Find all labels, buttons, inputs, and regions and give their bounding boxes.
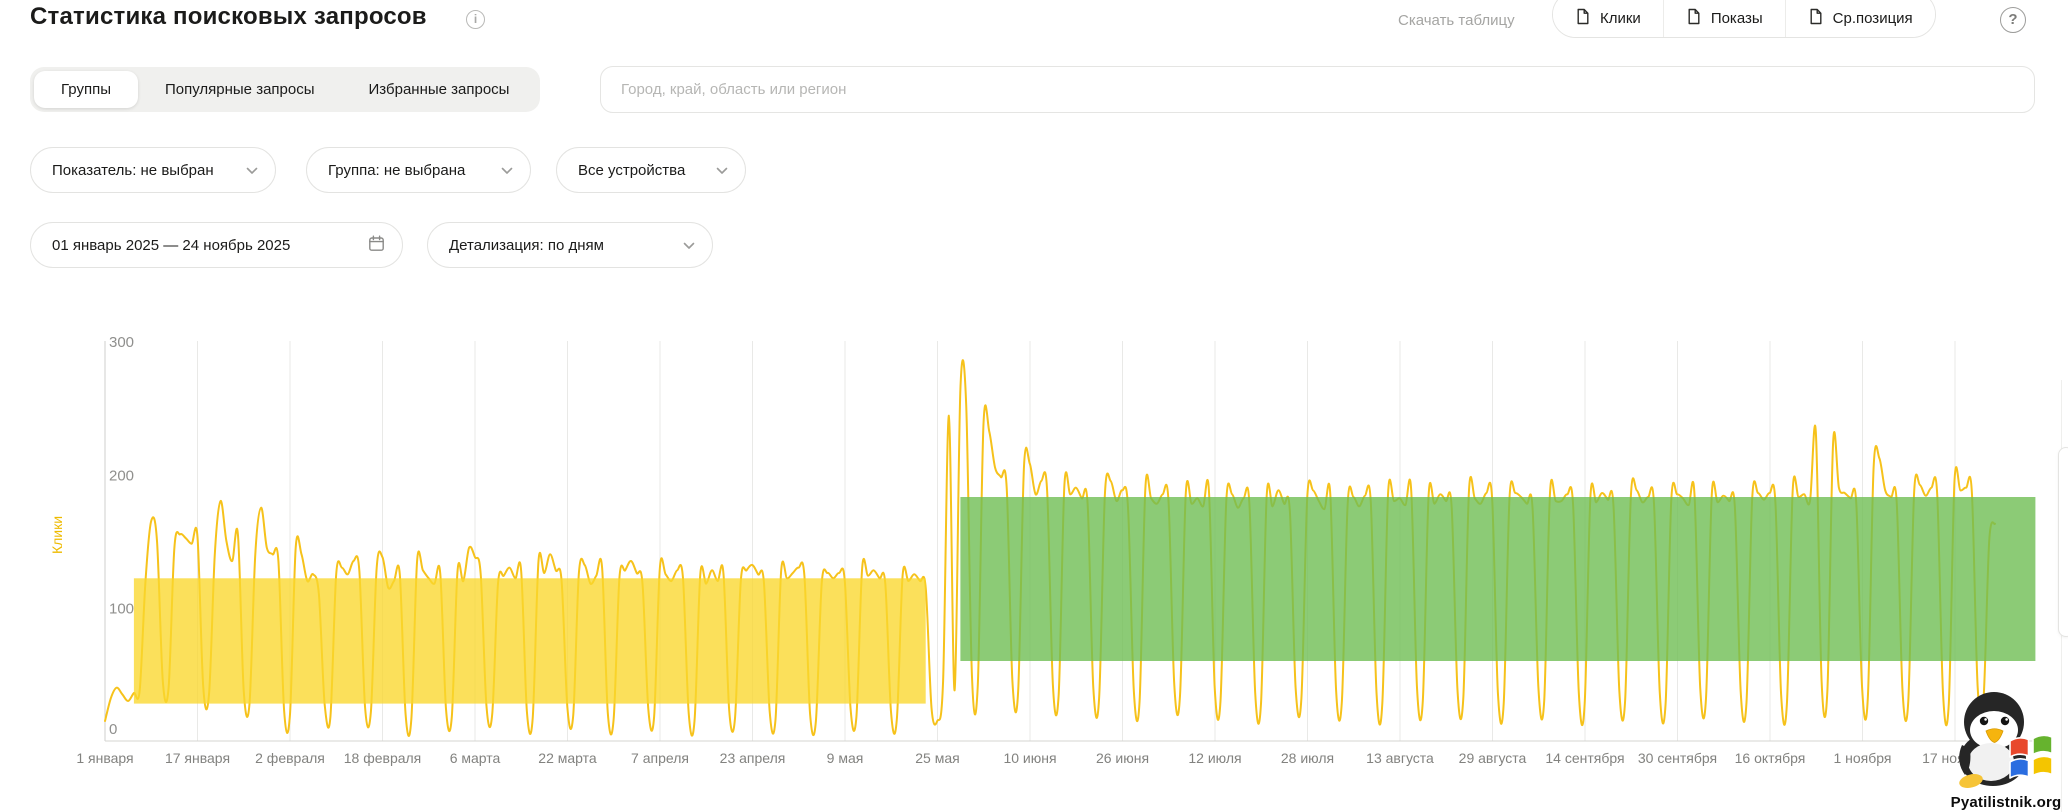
x-axis-label: 10 июня bbox=[1003, 750, 1056, 766]
chevron-down-icon bbox=[716, 162, 728, 179]
x-axis-label: 13 августа bbox=[1366, 750, 1434, 766]
penguin-windows-logo-icon bbox=[1959, 692, 2053, 788]
group-select[interactable]: Группа: не выбрана bbox=[306, 147, 531, 193]
x-axis-label: 23 апреля bbox=[720, 750, 786, 766]
export-shows-label: Показы bbox=[1710, 10, 1763, 27]
watermark-text: Pyatilistnik.org bbox=[1950, 794, 2062, 811]
date-range-label: 01 январь 2025 — 24 ноябрь 2025 bbox=[52, 236, 291, 254]
metric-select[interactable]: Показатель: не выбран bbox=[30, 147, 276, 193]
x-axis-label: 6 марта bbox=[450, 750, 501, 766]
right-edge-panel bbox=[2058, 447, 2068, 637]
chart-canvas[interactable]: 1 января 17 января 2 февраля 18 февраля 6 ма… bbox=[0, 330, 2068, 790]
document-icon bbox=[1686, 8, 1702, 29]
x-axis-label: 16 октября bbox=[1735, 750, 1806, 766]
export-avg-position-button[interactable]: Ср.позиция bbox=[1784, 0, 1935, 37]
clicks-chart[interactable]: 1 января 17 января 2 февраля 18 февраля 6 ма… bbox=[0, 330, 2068, 790]
y-axis-title: Клики bbox=[49, 516, 65, 554]
document-icon bbox=[1575, 8, 1591, 29]
x-axis-label: 26 июня bbox=[1096, 750, 1149, 766]
download-table-link[interactable]: Скачать таблицу bbox=[1398, 12, 1515, 29]
x-axis-label: 29 августа bbox=[1459, 750, 1527, 766]
devices-select[interactable]: Все устройства bbox=[556, 147, 746, 193]
page-title: Статистика поисковых запросов bbox=[30, 3, 427, 30]
x-axis-label: 22 марта bbox=[538, 750, 597, 766]
chevron-down-icon bbox=[683, 237, 695, 254]
metric-select-label: Показатель: не выбран bbox=[52, 161, 214, 179]
green-highlight-band bbox=[960, 497, 2036, 661]
group-select-label: Группа: не выбрана bbox=[328, 161, 466, 179]
x-axis-label: 12 июля bbox=[1188, 750, 1241, 766]
tab-groups[interactable]: Группы bbox=[34, 71, 138, 108]
x-axis-label: 1 января bbox=[76, 750, 133, 766]
x-axis-label: 18 февраля bbox=[344, 750, 422, 766]
tab-popular-queries[interactable]: Популярные запросы bbox=[164, 81, 315, 98]
detail-select[interactable]: Детализация: по дням bbox=[427, 222, 713, 268]
export-shows-button[interactable]: Показы bbox=[1662, 0, 1785, 37]
y-axis-label: 100 bbox=[109, 601, 134, 618]
info-icon[interactable]: i bbox=[466, 10, 485, 29]
export-clicks-button[interactable]: Клики bbox=[1553, 0, 1663, 37]
x-axis-label: 14 сентября bbox=[1545, 750, 1624, 766]
export-avg-position-label: Ср.позиция bbox=[1832, 10, 1913, 27]
x-axis-label: 30 сентября bbox=[1638, 750, 1717, 766]
x-axis-label: 9 мая bbox=[827, 750, 864, 766]
x-axis-label: 1 ноября bbox=[1833, 750, 1891, 766]
date-range-picker[interactable]: 01 январь 2025 — 24 ноябрь 2025 bbox=[30, 222, 403, 268]
calendar-icon bbox=[368, 235, 385, 256]
help-icon[interactable]: ? bbox=[2000, 7, 2026, 33]
y-axis-label: 300 bbox=[109, 334, 134, 351]
tabs-bar: Группы Популярные запросы Избранные запр… bbox=[30, 67, 541, 112]
export-clicks-label: Клики bbox=[1600, 10, 1641, 27]
x-axis-label: 2 февраля bbox=[255, 750, 325, 766]
chevron-down-icon bbox=[501, 162, 513, 179]
x-axis-label: 28 июля bbox=[1281, 750, 1334, 766]
devices-select-label: Все устройства bbox=[578, 161, 686, 179]
tab-favorite-queries[interactable]: Избранные запросы bbox=[368, 81, 510, 98]
x-axis-label: 25 мая bbox=[915, 750, 959, 766]
watermark: Pyatilistnik.org bbox=[1947, 689, 2065, 811]
region-search-input[interactable] bbox=[600, 66, 2035, 113]
yellow-highlight-band bbox=[133, 578, 926, 704]
export-buttons-group: Клики Показы Ср.позиция bbox=[1552, 0, 1936, 38]
x-axis-label: 7 апреля bbox=[631, 750, 689, 766]
x-axis-label: 17 января bbox=[165, 750, 230, 766]
document-icon bbox=[1808, 8, 1824, 29]
detail-select-label: Детализация: по дням bbox=[449, 236, 604, 254]
y-axis-label: 0 bbox=[109, 721, 117, 738]
y-axis-label: 200 bbox=[109, 467, 134, 484]
chevron-down-icon bbox=[246, 162, 258, 179]
